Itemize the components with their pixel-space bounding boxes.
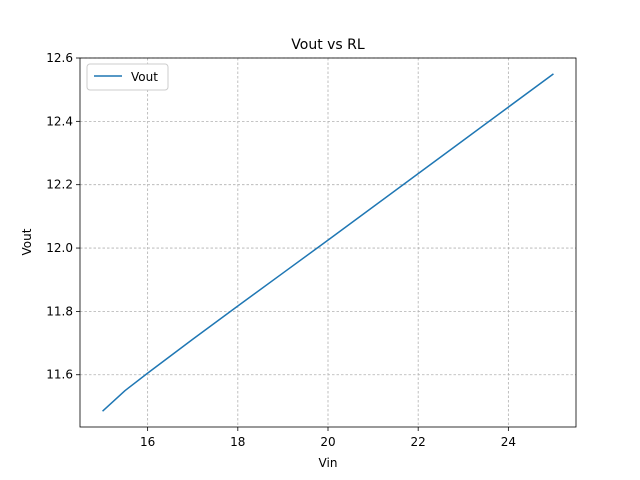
chart-title: Vout vs RL	[291, 37, 365, 53]
x-tick-label: 24	[501, 435, 516, 449]
series-layer	[102, 73, 554, 412]
legend-box	[86, 63, 169, 91]
x-tick-label: 16	[140, 435, 155, 449]
x-tick-label: 18	[230, 435, 245, 449]
y-tick-label: 12.0	[46, 241, 73, 255]
legend: Vout	[86, 63, 169, 91]
y-tick-label: 12.6	[46, 51, 73, 65]
series-line-vout	[102, 73, 554, 412]
legend-label-vout: Vout	[131, 70, 158, 84]
y-axis-label: Vout	[20, 228, 34, 255]
y-tick-label: 11.8	[46, 304, 73, 318]
y-tick-label: 12.4	[46, 114, 73, 128]
x-tick-label: 20	[320, 435, 335, 449]
y-tick-label: 12.2	[46, 178, 73, 192]
y-tick-label: 11.6	[46, 368, 73, 382]
x-tick-label: 22	[411, 435, 426, 449]
x-axis-label: Vin	[319, 456, 338, 470]
ticks: 16 18 20 22 24 11.6 11.8 12.0 12.2 12.4 12.6	[46, 51, 516, 449]
